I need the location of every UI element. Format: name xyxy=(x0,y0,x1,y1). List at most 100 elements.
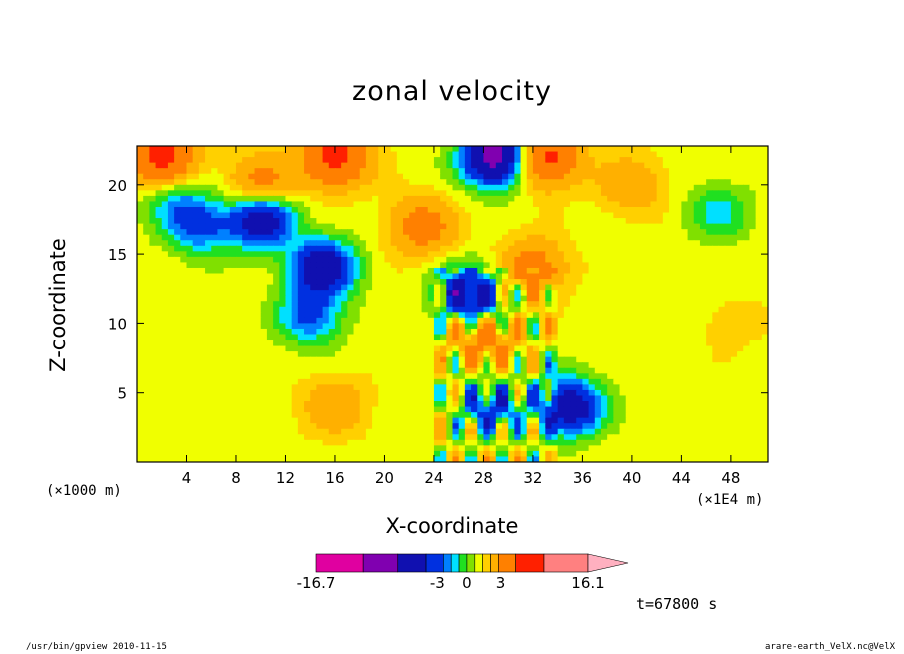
heat-cell xyxy=(526,273,534,280)
heat-cell xyxy=(693,201,701,208)
heat-cell xyxy=(235,251,243,258)
heat-cell xyxy=(662,378,670,385)
heat-cell xyxy=(520,401,528,408)
heat-cell xyxy=(167,273,175,280)
heat-cell xyxy=(304,389,311,397)
heat-cell xyxy=(458,240,466,247)
heat-cell xyxy=(334,412,342,419)
heat-cell xyxy=(613,146,621,153)
heat-cell xyxy=(656,262,664,269)
heat-cell xyxy=(372,179,379,186)
heat-cell xyxy=(304,157,311,164)
heat-cell xyxy=(310,162,318,169)
heat-cell xyxy=(186,146,194,153)
heat-cell xyxy=(458,323,466,330)
heat-cell xyxy=(260,206,268,214)
heat-cell xyxy=(223,179,231,186)
heat-cell xyxy=(167,384,175,391)
heat-cell xyxy=(372,378,379,385)
heat-cell xyxy=(372,240,379,247)
heat-cell xyxy=(180,240,188,247)
heat-cell xyxy=(625,334,633,341)
heat-cell xyxy=(359,401,367,408)
heat-cell xyxy=(242,218,249,225)
heat-cell xyxy=(607,306,614,313)
heat-cell xyxy=(477,229,485,236)
heat-cell xyxy=(532,395,540,402)
heat-cell xyxy=(403,146,410,153)
heat-cell xyxy=(254,179,262,186)
heat-cell xyxy=(297,351,305,358)
heat-cell xyxy=(217,367,225,374)
heat-cell xyxy=(334,251,342,258)
heat-cell xyxy=(198,229,206,236)
heat-cell xyxy=(291,190,299,197)
heat-cell xyxy=(427,234,435,241)
heat-cell xyxy=(749,367,757,374)
heat-cell xyxy=(421,367,429,374)
heat-cell xyxy=(570,146,577,153)
heat-cell xyxy=(390,157,398,164)
heat-cell xyxy=(223,218,231,225)
heat-cell xyxy=(458,168,466,175)
heat-cell xyxy=(174,384,181,391)
heat-cell xyxy=(712,384,720,391)
heat-cell xyxy=(396,295,404,302)
heat-cell xyxy=(211,251,219,258)
heat-cell xyxy=(570,251,577,258)
heat-cell xyxy=(501,173,509,180)
heat-cell xyxy=(205,412,212,419)
heat-cell xyxy=(644,373,652,380)
heat-cell xyxy=(545,356,553,363)
heat-cell xyxy=(464,412,472,419)
heat-cell xyxy=(322,218,330,225)
heat-cell xyxy=(180,334,188,341)
heat-cell xyxy=(440,240,447,247)
heat-cell xyxy=(532,389,540,397)
heat-cell xyxy=(495,173,503,180)
heat-cell xyxy=(316,157,324,164)
heat-cell xyxy=(285,190,293,197)
heat-cell xyxy=(260,151,268,158)
heat-cell xyxy=(440,356,447,363)
heat-cell xyxy=(749,201,757,208)
heat-cell xyxy=(198,157,206,164)
heat-cell xyxy=(223,267,231,275)
heat-cell xyxy=(149,179,157,186)
heat-cell xyxy=(662,345,670,352)
heat-cell xyxy=(322,412,330,419)
heat-cell xyxy=(687,240,695,247)
heat-cell xyxy=(409,351,416,358)
heat-cell xyxy=(501,273,509,280)
heat-cell xyxy=(638,340,645,347)
heat-cell xyxy=(594,234,602,241)
heat-cell xyxy=(273,340,280,347)
heat-cell xyxy=(155,245,163,252)
heat-cell xyxy=(192,395,200,402)
heat-cell xyxy=(582,362,590,369)
heat-cell xyxy=(619,234,627,241)
heat-cell xyxy=(328,173,336,180)
heat-cell xyxy=(712,234,720,241)
heat-cell xyxy=(712,184,720,191)
heat-cell xyxy=(304,151,311,158)
heat-cell xyxy=(186,306,194,313)
heat-cell xyxy=(712,401,720,408)
heat-cell xyxy=(724,184,732,191)
heat-cell xyxy=(304,328,311,336)
heat-cell xyxy=(143,267,150,275)
heat-cell xyxy=(600,384,608,391)
heat-cell xyxy=(699,168,707,175)
heat-cell xyxy=(446,373,454,380)
heat-cell xyxy=(718,401,726,408)
heat-cell xyxy=(532,229,540,236)
heat-cell xyxy=(167,206,175,214)
heat-cell xyxy=(656,256,664,264)
heat-cell xyxy=(180,340,188,347)
heat-cell xyxy=(755,195,763,203)
heat-cell xyxy=(681,146,689,153)
heat-cell xyxy=(223,157,231,164)
heat-cell xyxy=(266,412,274,419)
heat-cell xyxy=(427,317,435,324)
heat-cell xyxy=(539,234,546,241)
